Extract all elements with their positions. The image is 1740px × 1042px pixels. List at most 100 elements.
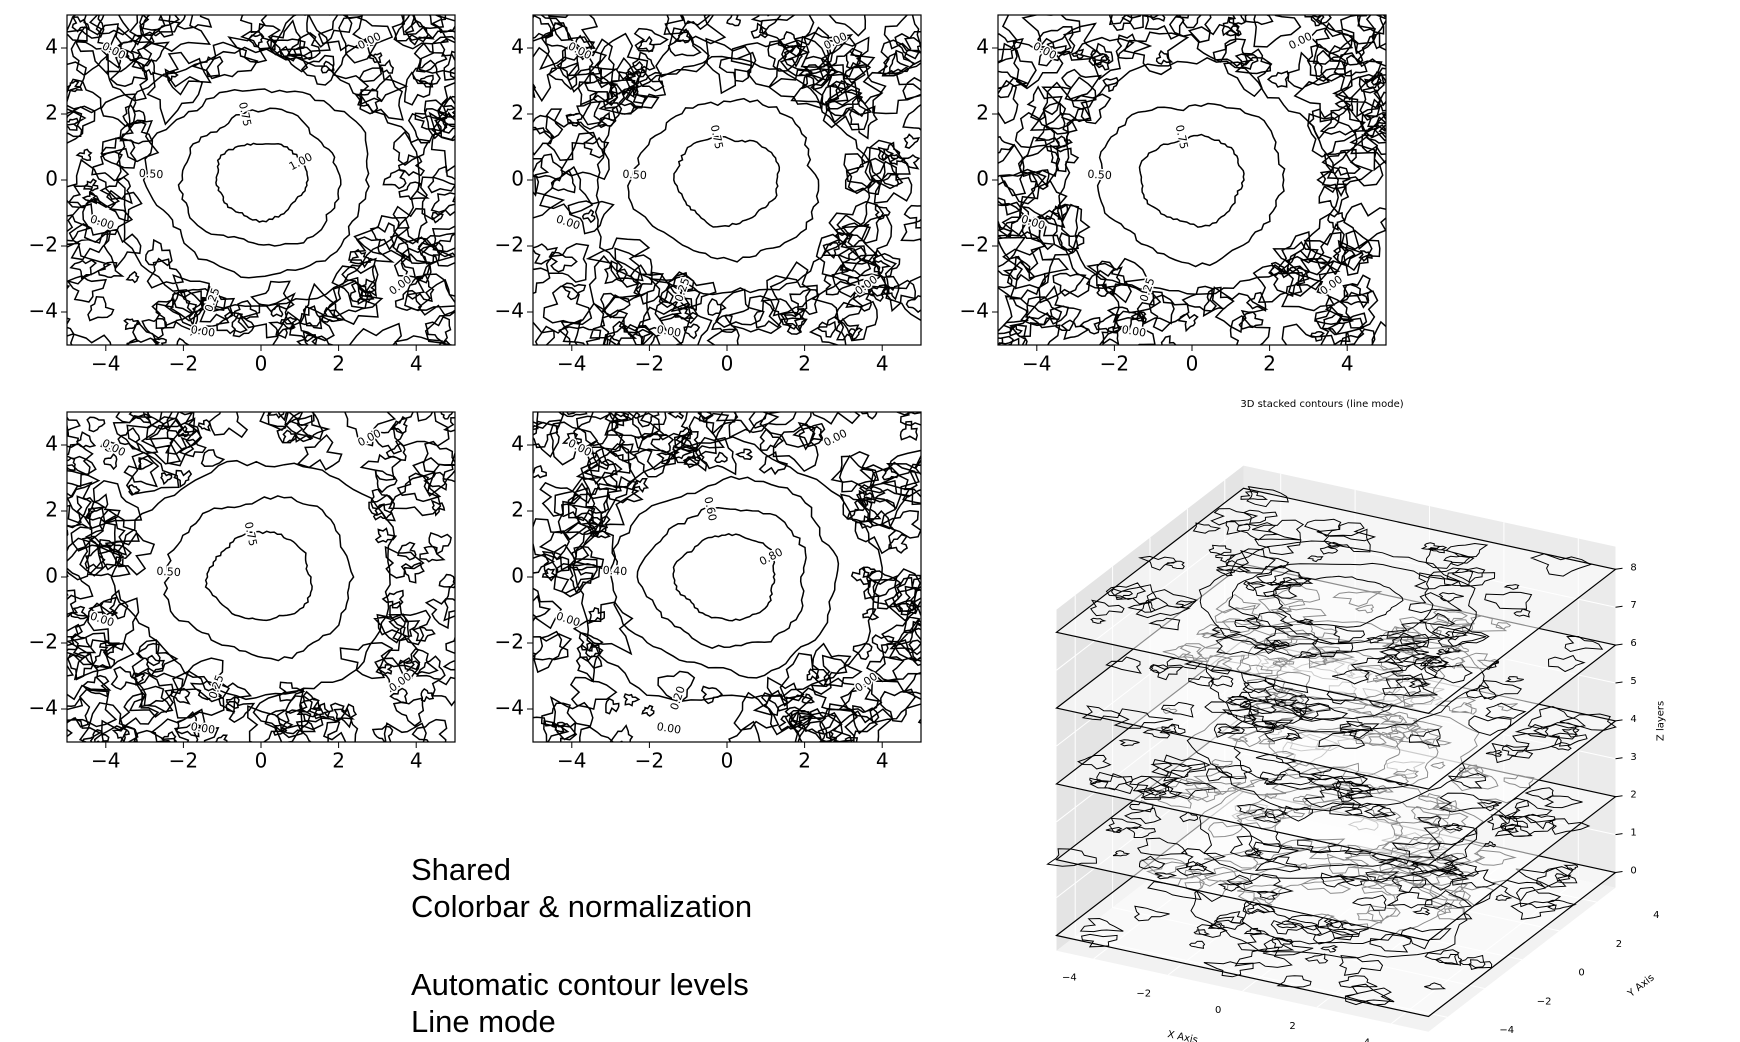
- x-tick-label: −2: [1100, 352, 1129, 376]
- y-tick-label: −4: [1499, 1025, 1514, 1036]
- contour-line: [215, 142, 309, 223]
- contour-plot: 0.000.000.000.000.000.250.500.751.00−4 −2…: [29, 14, 456, 376]
- contour-label: 0.00: [190, 720, 216, 737]
- contour-lines: 0.000.000.000.000.000.250.500.751.00: [67, 15, 455, 345]
- note-line: Automatic contour levels: [411, 967, 749, 1002]
- x-tick-label: −4: [557, 352, 586, 376]
- contour-plot: 0.000.000.000.000.000.250.500.75−4 −2 0 2 4−…: [495, 14, 922, 376]
- contour-line: [1058, 56, 1339, 296]
- x-tick-label: 2: [798, 749, 811, 773]
- x-tick-label: 2: [798, 352, 811, 376]
- contour-line: [673, 135, 781, 228]
- x-tick-label: 2: [1263, 352, 1276, 376]
- layer-plane: [1055, 487, 1617, 714]
- z-tick: [1615, 605, 1623, 608]
- x-tick-label: 4: [410, 749, 423, 773]
- z-tick-label: 5: [1630, 676, 1636, 687]
- contour-label: 0.60: [701, 496, 719, 523]
- x-tick-label: −4: [557, 749, 586, 773]
- note-line: Shared: [411, 852, 511, 887]
- z-tick: [1615, 681, 1623, 684]
- x-tick-label: 4: [1341, 352, 1354, 376]
- contour-line: [672, 532, 776, 622]
- y-tick-label: −2: [29, 233, 58, 257]
- z-tick-label: 6: [1630, 638, 1636, 649]
- contour-label: 0.00: [822, 427, 850, 450]
- contour-label: 0.00: [656, 323, 682, 340]
- y-tick-label: −2: [960, 233, 989, 257]
- x-tick-label: −4: [91, 749, 120, 773]
- y-tick-label: 4: [511, 432, 524, 456]
- y-tick-label: −2: [1537, 996, 1552, 1007]
- contour-label: 0.75: [236, 101, 254, 128]
- y-tick-label: 2: [45, 498, 58, 522]
- x-tick-label: 2: [332, 749, 345, 773]
- contour-label: 0.00: [1121, 323, 1147, 340]
- contour-line: [67, 412, 455, 742]
- contour-lines: 0.000.000.000.000.000.250.500.75: [533, 15, 921, 345]
- y-tick-label: 0: [511, 564, 524, 588]
- contour-line: [609, 475, 840, 679]
- contour-line: [177, 107, 342, 247]
- x-tick-label: 0: [1215, 1005, 1221, 1016]
- contour-label: 0.50: [156, 565, 181, 579]
- x-tick-label: −2: [635, 352, 664, 376]
- y-tick-label: −4: [29, 696, 58, 720]
- contour-label: 0.75: [242, 521, 260, 548]
- y-tick-label: 2: [511, 101, 524, 125]
- x-tick-label: 4: [410, 352, 423, 376]
- contour-lines: 0.000.000.000.000.000.250.500.75: [67, 412, 455, 742]
- y-axis-label: Y Axis: [1625, 972, 1656, 1000]
- x-tick-label: 4: [1364, 1037, 1370, 1042]
- contour-line: [636, 506, 807, 650]
- contour-label: 0.00: [88, 212, 115, 232]
- contour-line: [163, 495, 355, 662]
- contour-label: 0.50: [1087, 168, 1112, 182]
- x-tick-label: 2: [1289, 1021, 1295, 1032]
- x-axis-label: X Axis: [1166, 1029, 1198, 1042]
- x-tick-label: −2: [169, 352, 198, 376]
- contour-label: 0.00: [356, 30, 384, 53]
- x-tick-label: −4: [91, 352, 120, 376]
- z-tick-label: 4: [1630, 714, 1636, 725]
- x-tick-label: −2: [635, 749, 664, 773]
- contour-label: 1.00: [287, 150, 315, 173]
- y-tick-label: −2: [29, 630, 58, 654]
- contour-line: [594, 55, 874, 296]
- x-tick-label: 0: [255, 352, 268, 376]
- contour-line: [572, 436, 883, 703]
- x-tick-label: −2: [1136, 989, 1151, 1000]
- contour-line: [627, 97, 820, 263]
- y-tick-label: 0: [45, 564, 58, 588]
- y-tick-label: 0: [1578, 968, 1584, 979]
- contour-label: 0.00: [554, 609, 581, 629]
- contour-line: [1096, 102, 1286, 268]
- contour-lines: 0.000.000.000.000.000.200.400.600.80: [533, 412, 921, 742]
- x-tick-label: 4: [876, 352, 889, 376]
- note-line: Colorbar & normalization: [411, 889, 752, 924]
- y-tick-label: 0: [45, 167, 58, 191]
- note-line: Line mode: [411, 1004, 556, 1039]
- contour-label: 0.80: [757, 545, 785, 568]
- y-tick-label: −4: [960, 299, 989, 323]
- y-tick-label: 2: [976, 101, 989, 125]
- z-tick-label: 0: [1630, 866, 1636, 877]
- contour-label: 0.75: [708, 124, 726, 151]
- contour-line: [115, 46, 421, 309]
- contour-line: [142, 88, 370, 279]
- contour-label: 0.00: [190, 323, 216, 340]
- contour-line: [533, 412, 921, 742]
- x-tick-label: 0: [1186, 352, 1199, 376]
- contour-label: 0.00: [1031, 40, 1059, 63]
- x-tick-label: 4: [876, 749, 889, 773]
- x-tick-label: −4: [1062, 972, 1077, 983]
- z-tick-label: 1: [1630, 828, 1636, 839]
- y-tick-label: 0: [976, 167, 989, 191]
- y-tick-label: 4: [511, 35, 524, 59]
- contour3d-plot: 3D stacked contours (line mode) 0 1 2 3 4 5 6 7 8…: [1046, 399, 1667, 1042]
- z-tick: [1615, 757, 1623, 760]
- x-tick-label: −4: [1022, 352, 1051, 376]
- contour-line: [204, 530, 313, 622]
- y-tick-label: −2: [495, 233, 524, 257]
